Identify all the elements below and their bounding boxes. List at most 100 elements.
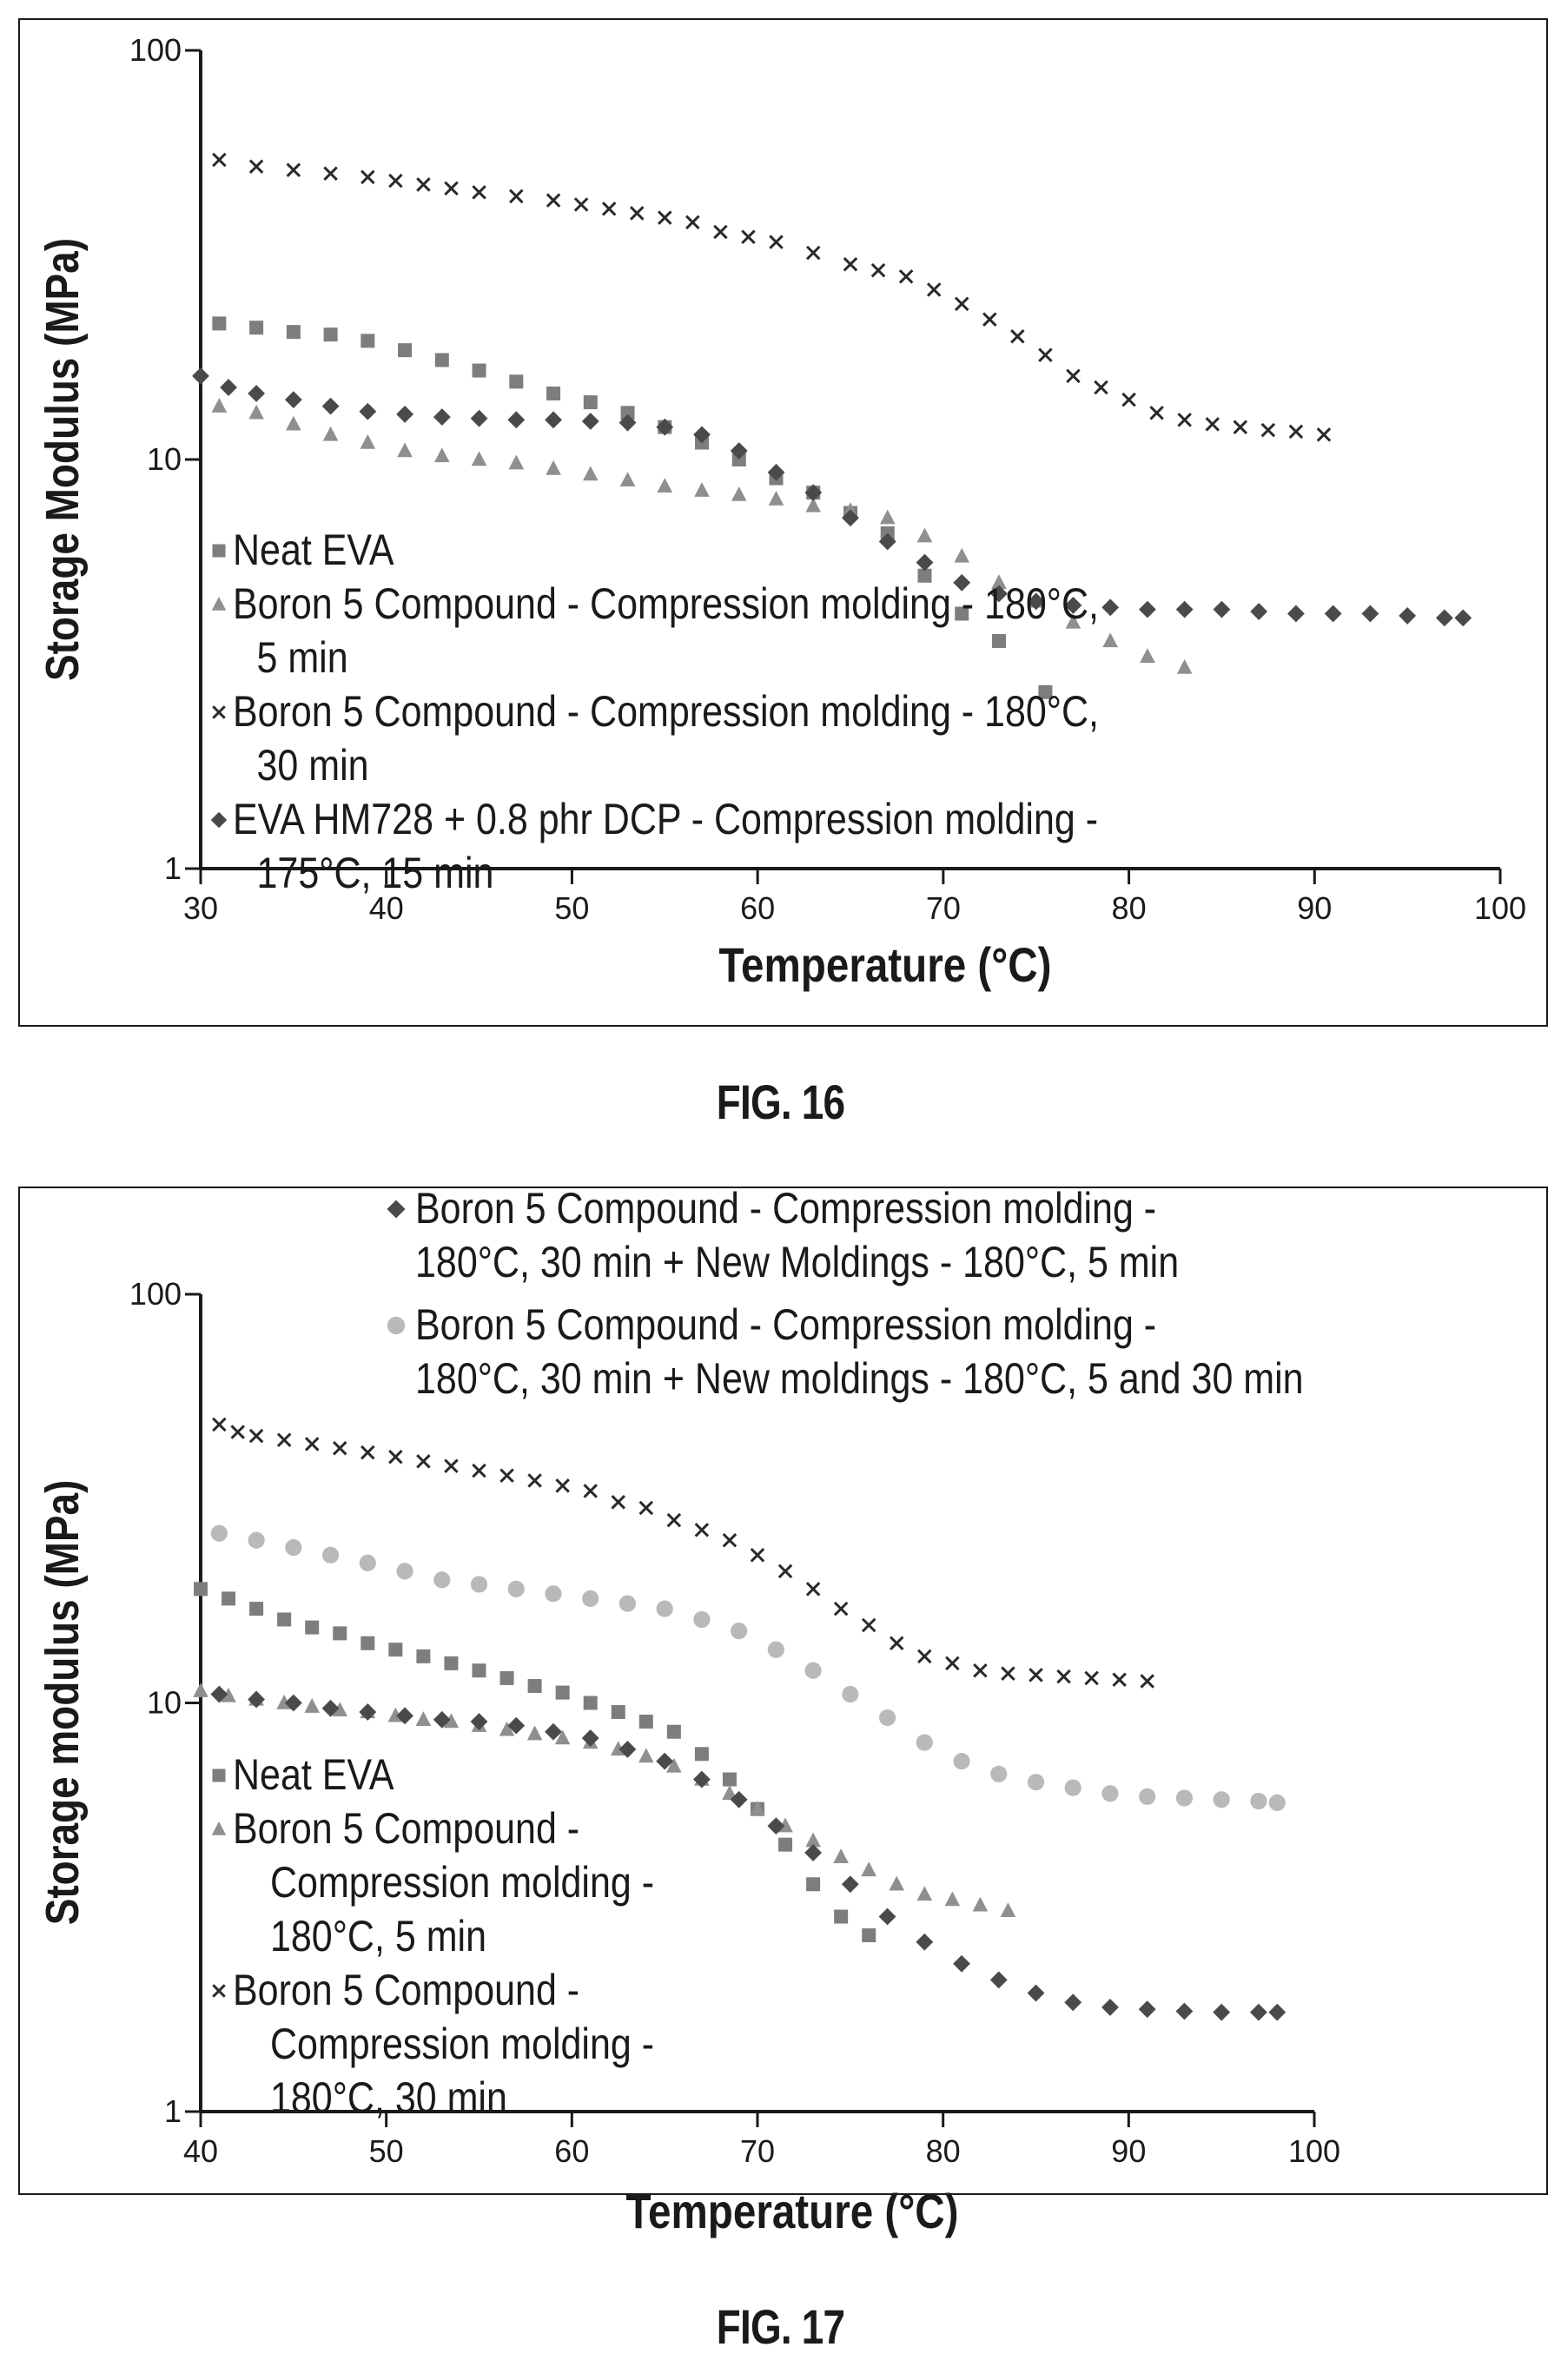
data-point-cross xyxy=(1001,1666,1015,1681)
data-point-cross xyxy=(276,1432,292,1448)
data-point-square xyxy=(360,334,375,348)
y-tick-label: 1 xyxy=(164,2093,182,2129)
data-point-circle xyxy=(1139,1788,1156,1805)
data-point-cross xyxy=(230,1425,245,1439)
data-point-cross xyxy=(954,296,969,312)
figure-17-caption: FIG. 17 xyxy=(716,2299,845,2354)
data-point-square xyxy=(249,321,264,335)
data-point-triangle xyxy=(916,1886,933,1901)
data-point-triangle xyxy=(889,1875,905,1891)
data-point-cross xyxy=(248,1428,264,1444)
data-point-diamond xyxy=(953,1954,970,1973)
data-point-square xyxy=(834,1909,849,1924)
data-point-square xyxy=(472,1663,486,1678)
data-point-diamond xyxy=(1027,1984,1045,2002)
data-point-triangle xyxy=(471,451,487,466)
data-point-diamond xyxy=(878,1907,896,1926)
legend-entry: Neat EVA xyxy=(233,526,394,574)
data-point-triangle xyxy=(1140,648,1155,663)
data-point-diamond xyxy=(1324,605,1342,623)
data-point-diamond xyxy=(953,573,971,592)
data-point-triangle xyxy=(248,404,264,420)
x-tick-label: 50 xyxy=(554,890,589,926)
data-point-cross xyxy=(638,1500,654,1516)
data-point-diamond xyxy=(1175,600,1194,618)
data-point-circle xyxy=(693,1610,711,1629)
data-point-triangle xyxy=(1000,1902,1016,1918)
data-point-cross xyxy=(861,1617,876,1633)
data-point-diamond xyxy=(618,413,637,432)
data-point-square xyxy=(806,1877,821,1892)
data-point-cross xyxy=(1233,420,1248,434)
figure-16-frame xyxy=(18,18,1548,1027)
data-point-triangle xyxy=(619,472,636,487)
x-tick-label: 90 xyxy=(1111,2133,1146,2169)
data-point-diamond xyxy=(470,409,488,427)
data-point-circle xyxy=(582,1590,599,1607)
data-point-cross xyxy=(388,1449,403,1464)
data-point-triangle xyxy=(332,1702,348,1717)
data-point-cross xyxy=(1038,347,1053,363)
data-point-triangle xyxy=(944,1891,961,1907)
data-point-triangle xyxy=(508,454,525,470)
data-point-cross xyxy=(1084,1670,1099,1686)
x-tick-label: 80 xyxy=(1112,890,1147,926)
data-point-diamond xyxy=(841,1875,859,1894)
data-point-cross xyxy=(499,1468,514,1484)
data-point-cross xyxy=(694,1523,710,1537)
data-point-square xyxy=(583,1696,598,1710)
data-point-diamond xyxy=(220,379,237,396)
data-point-cross xyxy=(360,1445,375,1460)
y-tick-label: 10 xyxy=(147,1685,182,1721)
data-point-circle xyxy=(842,1685,859,1703)
data-point-triangle xyxy=(638,1748,654,1763)
legend-entry: Boron 5 Compound -Compression molding -1… xyxy=(233,1966,654,2122)
data-point-diamond xyxy=(1138,2000,1156,2019)
x-tick-label: 40 xyxy=(369,890,404,926)
series-cross xyxy=(212,1417,1154,1689)
data-point-triangle xyxy=(1176,658,1193,674)
data-point-square xyxy=(862,1928,876,1943)
data-point-diamond xyxy=(990,585,1008,603)
data-point-circle xyxy=(321,1546,340,1564)
data-point-diamond xyxy=(433,408,451,426)
data-point-diamond xyxy=(545,411,562,429)
x-tick-label: 50 xyxy=(369,2133,404,2169)
data-point-diamond xyxy=(656,1752,674,1770)
data-point-cross xyxy=(722,1533,738,1548)
data-point-square xyxy=(583,395,598,410)
data-point-diamond xyxy=(321,1699,340,1717)
data-point-square xyxy=(398,343,413,358)
data-point-triangle xyxy=(360,433,376,449)
data-point-square xyxy=(305,1620,320,1635)
data-point-diamond xyxy=(767,463,785,481)
x-tick-label: 40 xyxy=(183,2133,218,2169)
data-point-diamond xyxy=(916,1933,934,1951)
data-point-triangle xyxy=(954,547,970,563)
series-diamond xyxy=(210,1685,1287,2021)
y-tick-label: 100 xyxy=(129,32,182,68)
data-point-diamond xyxy=(804,484,823,502)
data-point-circle xyxy=(656,1600,673,1617)
data-point-diamond xyxy=(878,532,896,551)
data-point-cross xyxy=(1010,328,1025,344)
x-tick-label: 100 xyxy=(1288,2133,1340,2169)
data-point-cross xyxy=(1288,424,1304,440)
data-point-diamond xyxy=(248,1690,266,1709)
data-point-diamond xyxy=(730,442,748,459)
data-point-triangle xyxy=(1102,632,1118,648)
data-point-cross xyxy=(416,1454,431,1469)
data-point-diamond xyxy=(192,367,209,385)
series-triangle xyxy=(211,398,1193,674)
data-point-circle xyxy=(990,1765,1008,1782)
data-point-triangle xyxy=(731,486,747,501)
data-point-diamond xyxy=(656,418,674,436)
data-point-cross xyxy=(1029,1668,1043,1683)
data-point-cross xyxy=(323,166,338,182)
data-point-diamond xyxy=(618,1740,637,1758)
legend-marker-diamond xyxy=(387,1200,406,1219)
data-point-diamond xyxy=(433,1710,451,1729)
x-tick-label: 100 xyxy=(1474,890,1526,926)
data-point-triangle xyxy=(657,478,673,493)
data-point-cross xyxy=(843,257,858,272)
